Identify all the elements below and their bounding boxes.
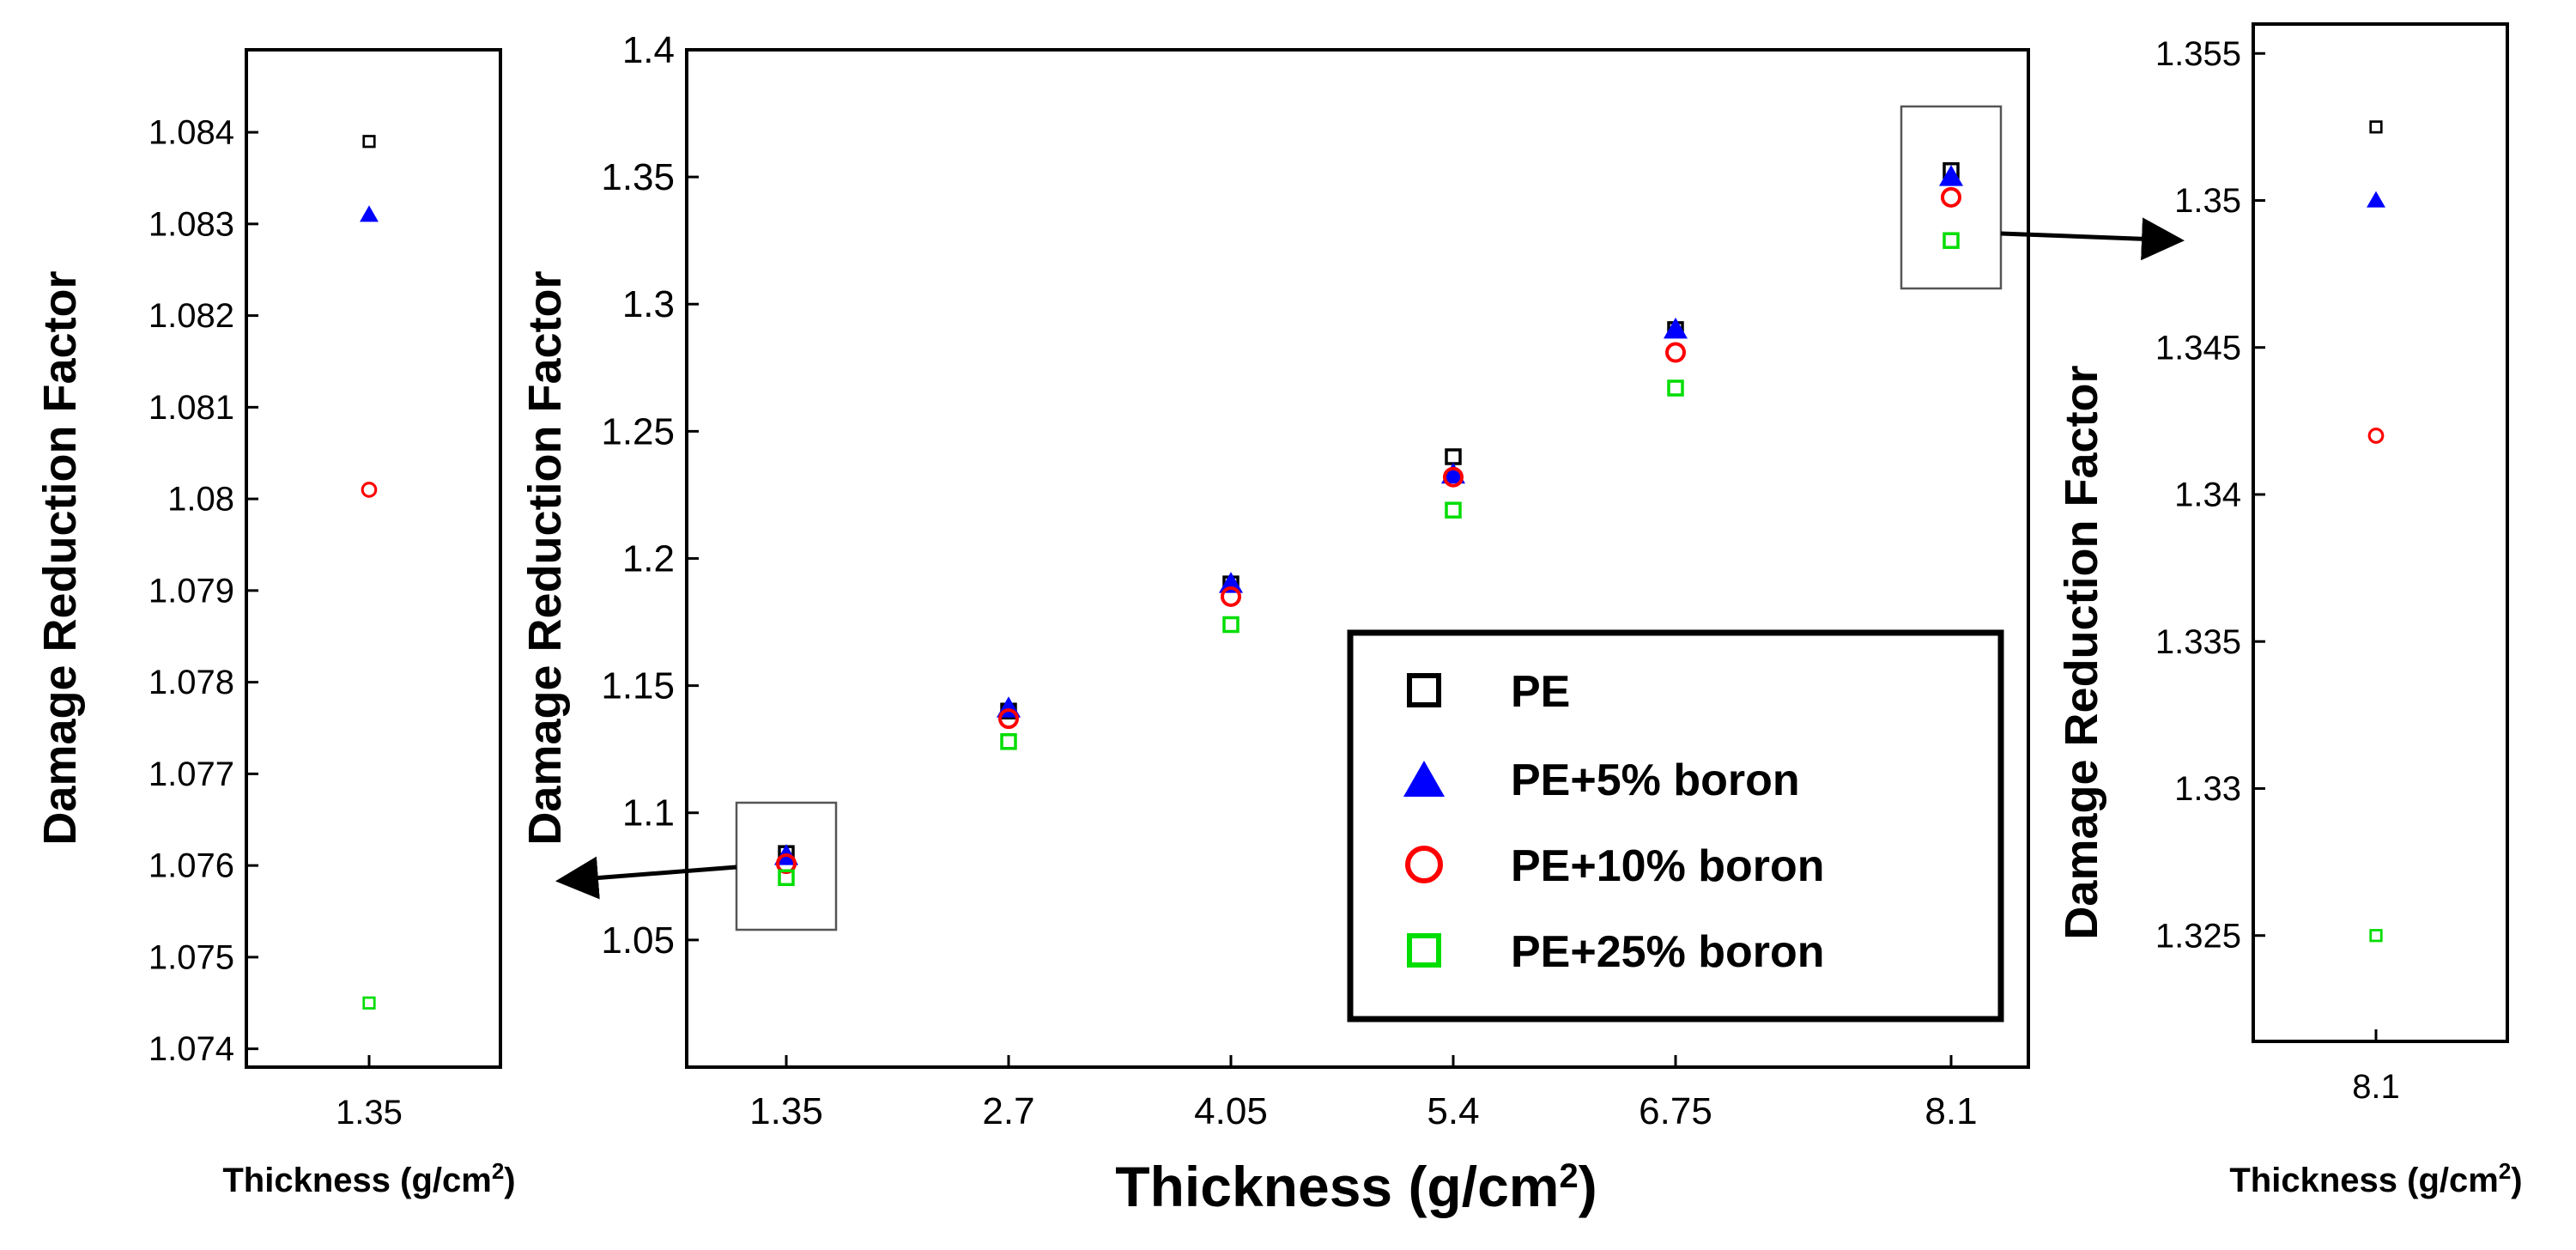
y-tick-label: 1.079	[148, 572, 234, 610]
point-pe-5-boron	[1939, 165, 1963, 186]
y-tick-label: 1.08	[167, 481, 234, 519]
right-inset-panel: 1.325 1.33 1.335 1.34 1.345 1.35 1.355 8.1 Dam…	[2056, 22, 2523, 1199]
right-inset-y-ticks: 1.325 1.33 1.335 1.34 1.345 1.35 1.355	[2155, 35, 2265, 955]
legend: PE PE+5% boron PE+10% boron PE+25% boron	[1347, 629, 2004, 1022]
x-tick-label: 1.35	[749, 1090, 823, 1132]
point-pe-25-boron	[1445, 501, 1462, 519]
legend-marker-pe-10-boron	[1405, 846, 1443, 883]
right-zoom-arrow	[2000, 217, 2185, 261]
right-inset-x-axis-label: Thickness (g/cm2)	[2229, 1158, 2522, 1199]
legend-item-pe: PE	[1407, 667, 1570, 717]
left-inset-frame	[245, 48, 502, 1069]
right-inset-x-ticks: 8.1	[2352, 1029, 2400, 1106]
y-tick-label: 1.4	[622, 29, 675, 71]
y-tick-label: 1.077	[148, 755, 234, 793]
point-pe-10-boron	[1941, 186, 1961, 208]
y-tick-label: 1.355	[2155, 35, 2241, 73]
y-tick-label: 1.076	[148, 847, 234, 885]
main-y-ticks: 1.05 1.1 1.15 1.2 1.25 1.3 1.35 1.4	[601, 29, 699, 962]
point-pe-25-boron	[1222, 616, 1240, 634]
right-inset-y-axis-label: Damage Reduction Factor	[2056, 365, 2107, 939]
left-inset-marks	[360, 135, 379, 1010]
x-tick-label: 1.35	[336, 1094, 403, 1132]
y-tick-label: 1.083	[148, 205, 234, 243]
point-pe-5-boron	[2367, 191, 2385, 208]
x-tick-label: 2.7	[982, 1090, 1034, 1132]
point-pe-10-boron	[1443, 466, 1464, 488]
zoom-box-right	[1900, 105, 2003, 290]
legend-item-pe-5-boron: PE+5% boron	[1403, 755, 1800, 805]
point-pe	[2369, 120, 2383, 134]
y-tick-label: 1.075	[148, 938, 234, 976]
y-tick-label: 1.081	[148, 389, 234, 427]
main-x-ticks: 1.35 2.7 4.05 5.4 6.75 8.1	[749, 1055, 1978, 1132]
y-tick-label: 1.05	[601, 919, 675, 962]
y-tick-label: 1.345	[2155, 329, 2241, 367]
legend-marker-pe	[1407, 673, 1441, 707]
x-tick-label: 5.4	[1427, 1090, 1479, 1132]
y-tick-label: 1.325	[2155, 917, 2241, 955]
point-pe-5-boron	[360, 205, 379, 222]
zoom-box-left	[735, 801, 838, 931]
point-pe-5-boron	[1664, 317, 1688, 339]
point-pe-25-boron	[2369, 929, 2383, 943]
left-inset-y-ticks: 1.074 1.075 1.076 1.077 1.078 1.079 1.08 1.081 1…	[148, 114, 258, 1068]
point-pe-10-boron	[998, 708, 1019, 730]
y-tick-label: 1.15	[601, 665, 675, 707]
x-tick-label: 8.1	[2352, 1068, 2400, 1106]
y-tick-label: 1.084	[148, 114, 234, 152]
point-pe	[1445, 448, 1462, 465]
y-tick-label: 1.074	[148, 1030, 234, 1068]
x-tick-label: 4.05	[1194, 1090, 1268, 1132]
legend-marker-pe-5-boron	[1403, 761, 1445, 797]
point-pe-5-boron	[1219, 572, 1243, 593]
legend-frame	[1347, 629, 2004, 1022]
point-pe-25-boron	[1667, 379, 1684, 397]
point-pe	[362, 135, 376, 149]
y-tick-label: 1.082	[148, 297, 234, 335]
right-inset-marks	[2367, 120, 2385, 943]
right-inset-frame	[2252, 22, 2509, 1043]
point-pe-10-boron	[361, 482, 378, 498]
point-pe-25-boron	[778, 869, 795, 887]
point-pe-10-boron	[2367, 428, 2385, 444]
x-tick-label: 6.75	[1639, 1090, 1712, 1132]
left-inset-x-axis-label: Thickness (g/cm2)	[222, 1158, 515, 1199]
main-y-axis-label: Damage Reduction Factor	[519, 270, 571, 845]
left-inset-panel: 1.074 1.075 1.076 1.077 1.078 1.079 1.08 1.081 1…	[34, 48, 516, 1199]
main-chart-panel: 1.05 1.1 1.15 1.2 1.25 1.3 1.35 1.4 1.35 2.7 4.05…	[519, 29, 2030, 1218]
y-tick-label: 1.3	[622, 283, 675, 325]
legend-label-pe: PE	[1511, 667, 1570, 717]
legend-marker-pe-25-boron	[1407, 933, 1441, 968]
point-pe-25-boron	[1943, 232, 1960, 249]
y-tick-label: 1.34	[2174, 476, 2241, 514]
y-tick-label: 1.25	[601, 410, 675, 452]
point-pe-5-boron	[1441, 462, 1465, 484]
y-tick-label: 1.35	[2174, 182, 2241, 220]
point-pe-25-boron	[362, 996, 376, 1010]
y-tick-label: 1.335	[2155, 623, 2241, 661]
y-tick-label: 1.33	[2174, 770, 2241, 808]
point-pe-25-boron	[1000, 733, 1017, 750]
legend-label-pe-25-boron: PE+25% boron	[1511, 927, 1825, 977]
y-tick-label: 1.2	[622, 537, 675, 579]
x-tick-label: 8.1	[1924, 1090, 1977, 1132]
legend-label-pe-10-boron: PE+10% boron	[1511, 841, 1825, 891]
legend-item-pe-25-boron: PE+25% boron	[1407, 927, 1825, 977]
left-inset-y-axis-label: Damage Reduction Factor	[34, 270, 86, 845]
legend-item-pe-10-boron: PE+10% boron	[1405, 841, 1825, 891]
y-tick-label: 1.35	[601, 156, 675, 198]
left-zoom-arrow	[555, 856, 737, 900]
y-tick-label: 1.1	[622, 792, 675, 834]
left-inset-x-ticks: 1.35	[336, 1055, 403, 1132]
point-pe-10-boron	[1221, 586, 1241, 607]
main-marks	[774, 161, 1963, 887]
point-pe-10-boron	[1665, 342, 1686, 363]
legend-label-pe-5-boron: PE+5% boron	[1511, 755, 1800, 805]
y-tick-label: 1.078	[148, 664, 234, 701]
main-x-axis-label: Thickness (g/cm2)	[1115, 1155, 1597, 1218]
